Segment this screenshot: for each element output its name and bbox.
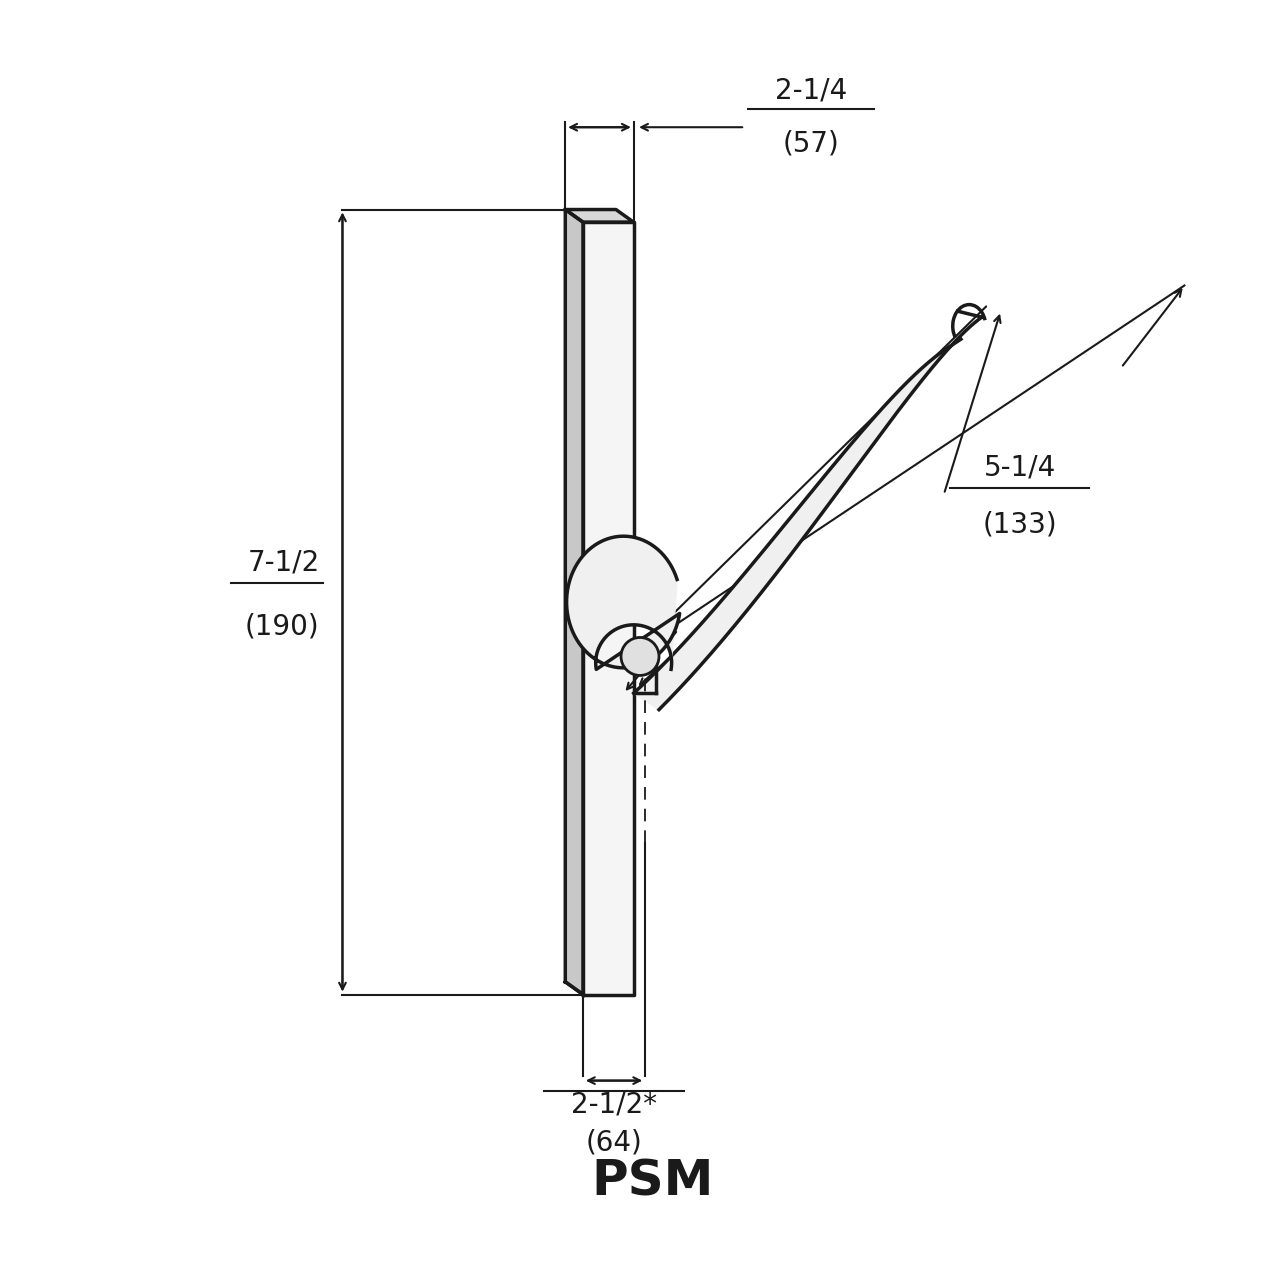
Circle shape: [621, 637, 659, 676]
Text: (133): (133): [983, 511, 1057, 539]
Text: (190): (190): [244, 612, 320, 640]
Polygon shape: [566, 210, 634, 223]
Text: (64): (64): [586, 1129, 643, 1157]
Text: 5-1/4: 5-1/4: [984, 453, 1056, 481]
Polygon shape: [634, 317, 982, 709]
Text: 2-1/2*: 2-1/2*: [571, 1091, 657, 1119]
Text: PSM: PSM: [591, 1158, 714, 1206]
Text: (57): (57): [782, 129, 840, 157]
Polygon shape: [566, 210, 582, 995]
Text: 7-1/2: 7-1/2: [247, 549, 320, 577]
Polygon shape: [567, 536, 680, 669]
Polygon shape: [582, 223, 634, 995]
Text: 2-1/4: 2-1/4: [774, 77, 847, 105]
